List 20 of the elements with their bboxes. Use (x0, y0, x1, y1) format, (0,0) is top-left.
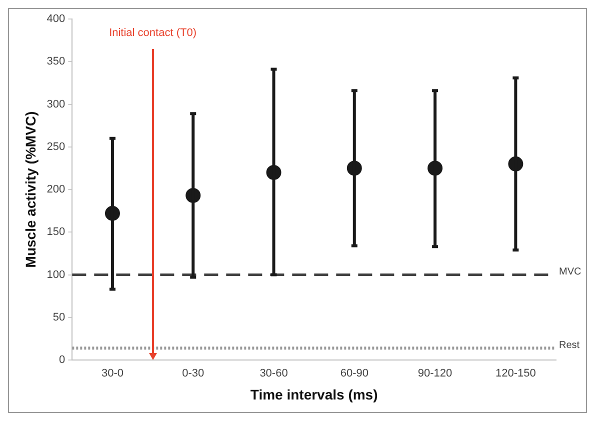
x-axis-title: Time intervals (ms) (250, 386, 378, 402)
y-tick-label: 300 (46, 98, 66, 110)
y-tick-label: 350 (46, 56, 66, 68)
annotation: Initial contact (T0) (108, 27, 198, 39)
y-tick-label: 100 (46, 268, 66, 281)
y-tick-label: 0 (59, 354, 66, 366)
y-axis-title: Muscle activity (%MVC) (22, 111, 38, 268)
y-tick-label: 250 (46, 140, 66, 153)
ref-line-label: Rest (559, 340, 580, 351)
x-tick-label: 60-90 (340, 368, 368, 380)
x-tick-label: 30-60 (260, 368, 288, 380)
x-tick-label: 90-120 (418, 368, 452, 380)
x-tick-label: 0-30 (182, 368, 204, 380)
x-tick-label: 30-0 (101, 368, 124, 380)
x-tick-label: 120-150 (495, 368, 536, 380)
y-tick-label: 150 (46, 226, 66, 238)
y-tick-label: 200 (46, 184, 66, 196)
ref-line-label: MVC (559, 266, 582, 278)
y-tick-label: 400 (46, 13, 66, 26)
y-tick-label: 50 (52, 311, 66, 324)
